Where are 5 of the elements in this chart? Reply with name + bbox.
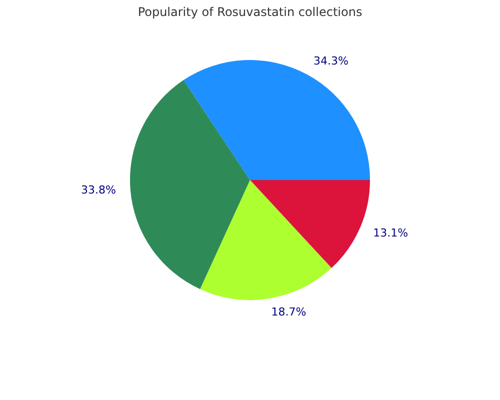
data-label: 33.8% [81, 183, 116, 196]
data-label: 13.1% [373, 226, 408, 240]
chart-title: Popularity of Rosuvastatin collections [138, 5, 362, 20]
data-label: 34.3% [314, 54, 348, 68]
data-label: 18.7% [271, 306, 306, 319]
